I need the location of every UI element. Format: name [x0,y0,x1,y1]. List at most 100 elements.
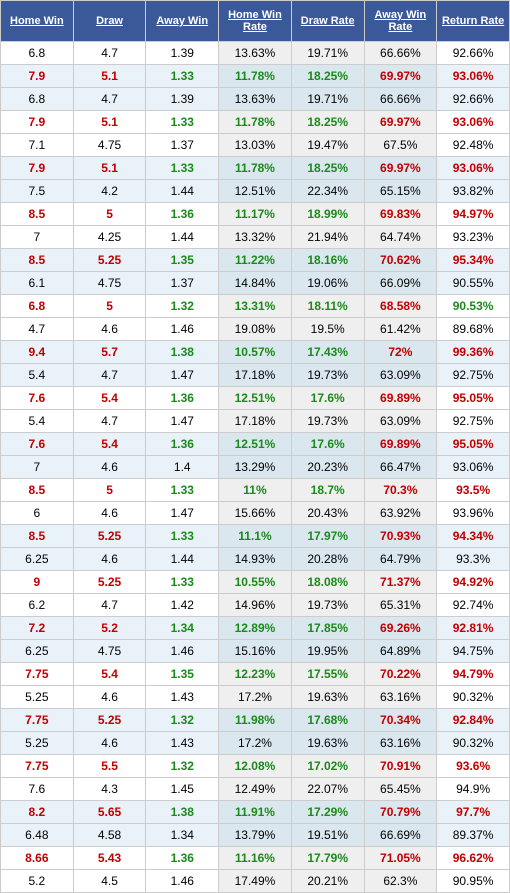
table-row: 8.55.251.3311.1%17.97%70.93%94.34% [1,525,510,548]
cell: 1.46 [146,640,219,663]
cell: 93.82% [437,180,510,203]
cell: 4.2 [73,180,146,203]
cell: 11.16% [219,847,292,870]
col-header-3[interactable]: Home Win Rate [219,1,292,42]
cell: 4.7 [73,42,146,65]
cell: 5.25 [73,571,146,594]
cell: 5.65 [73,801,146,824]
cell: 22.34% [291,180,364,203]
cell: 4.58 [73,824,146,847]
cell: 64.79% [364,548,437,571]
cell: 15.66% [219,502,292,525]
cell: 5 [73,203,146,226]
cell: 4.75 [73,272,146,295]
cell: 72% [364,341,437,364]
cell: 1.36 [146,387,219,410]
cell: 69.97% [364,111,437,134]
cell: 7.9 [1,157,74,180]
cell: 8.5 [1,525,74,548]
cell: 6.8 [1,295,74,318]
cell: 94.34% [437,525,510,548]
cell: 62.3% [364,870,437,893]
table-row: 5.24.51.4617.49%20.21%62.3%90.95% [1,870,510,893]
col-header-2[interactable]: Away Win [146,1,219,42]
table-row: 7.14.751.3713.03%19.47%67.5%92.48% [1,134,510,157]
cell: 93.6% [437,755,510,778]
col-header-4[interactable]: Draw Rate [291,1,364,42]
cell: 94.75% [437,640,510,663]
cell: 17.43% [291,341,364,364]
cell: 7.9 [1,111,74,134]
cell: 1.42 [146,594,219,617]
cell: 17.6% [291,387,364,410]
cell: 17.55% [291,663,364,686]
cell: 1.33 [146,571,219,594]
cell: 6.2 [1,594,74,617]
cell: 5 [73,479,146,502]
cell: 21.94% [291,226,364,249]
cell: 8.66 [1,847,74,870]
cell: 6.8 [1,42,74,65]
cell: 17.2% [219,686,292,709]
cell: 1.47 [146,364,219,387]
cell: 92.66% [437,42,510,65]
cell: 18.11% [291,295,364,318]
cell: 7.5 [1,180,74,203]
cell: 92.75% [437,364,510,387]
cell: 68.58% [364,295,437,318]
cell: 1.32 [146,755,219,778]
cell: 19.08% [219,318,292,341]
cell: 5.25 [73,709,146,732]
cell: 1.35 [146,249,219,272]
cell: 5.1 [73,65,146,88]
cell: 13.63% [219,88,292,111]
cell: 7.6 [1,387,74,410]
cell: 92.66% [437,88,510,111]
cell: 90.53% [437,295,510,318]
cell: 4.6 [73,502,146,525]
col-header-1[interactable]: Draw [73,1,146,42]
cell: 12.89% [219,617,292,640]
cell: 4.3 [73,778,146,801]
cell: 64.89% [364,640,437,663]
cell: 4.5 [73,870,146,893]
table-row: 6.851.3213.31%18.11%68.58%90.53% [1,295,510,318]
cell: 13.32% [219,226,292,249]
cell: 17.49% [219,870,292,893]
cell: 8.5 [1,203,74,226]
cell: 7 [1,226,74,249]
col-header-0[interactable]: Home Win [1,1,74,42]
cell: 12.51% [219,387,292,410]
cell: 13.31% [219,295,292,318]
cell: 90.32% [437,732,510,755]
cell: 1.36 [146,433,219,456]
cell: 19.73% [291,594,364,617]
cell: 18.16% [291,249,364,272]
cell: 1.45 [146,778,219,801]
cell: 18.25% [291,65,364,88]
cell: 5.4 [1,410,74,433]
table-row: 7.755.41.3512.23%17.55%70.22%94.79% [1,663,510,686]
cell: 1.33 [146,157,219,180]
table-row: 6.84.71.3913.63%19.71%66.66%92.66% [1,42,510,65]
cell: 99.36% [437,341,510,364]
cell: 4.7 [1,318,74,341]
cell: 6.8 [1,88,74,111]
cell: 95.05% [437,433,510,456]
col-header-6[interactable]: Return Rate [437,1,510,42]
col-header-5[interactable]: Away Win Rate [364,1,437,42]
table-row: 74.251.4413.32%21.94%64.74%93.23% [1,226,510,249]
cell: 64.74% [364,226,437,249]
cell: 94.97% [437,203,510,226]
cell: 69.97% [364,157,437,180]
table-row: 4.74.61.4619.08%19.5%61.42%89.68% [1,318,510,341]
cell: 1.43 [146,732,219,755]
table-row: 74.61.413.29%20.23%66.47%93.06% [1,456,510,479]
cell: 1.38 [146,801,219,824]
cell: 18.99% [291,203,364,226]
cell: 97.7% [437,801,510,824]
cell: 19.73% [291,410,364,433]
cell: 15.16% [219,640,292,663]
cell: 1.37 [146,272,219,295]
cell: 70.62% [364,249,437,272]
